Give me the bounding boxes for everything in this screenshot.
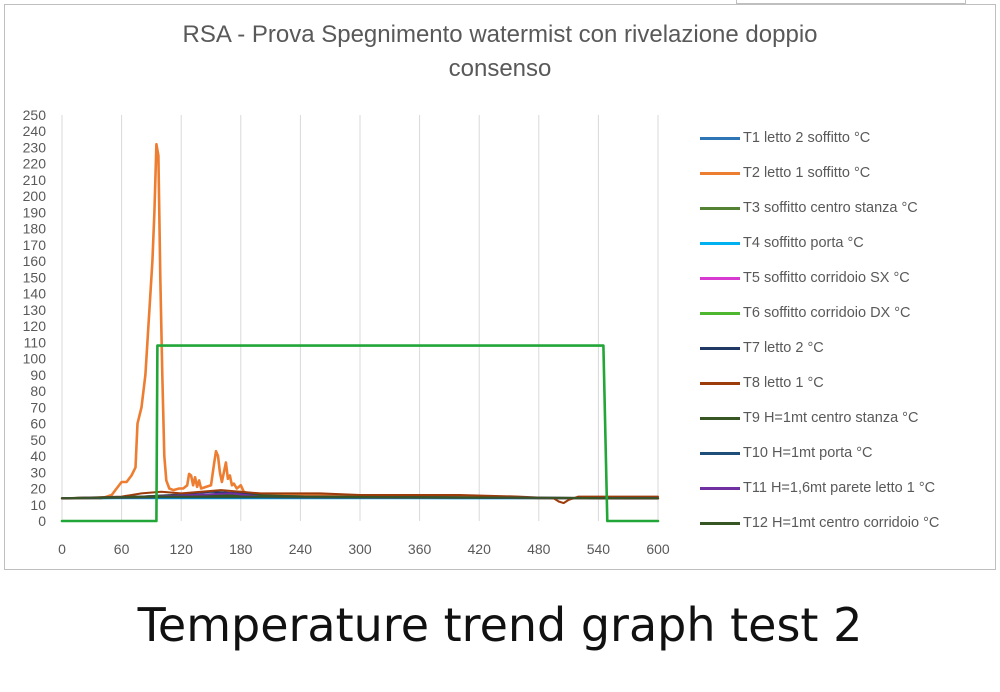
chart-title-line-1: RSA - Prova Spegnimento watermist con ri… xyxy=(182,21,818,48)
y-tick-label: 60 xyxy=(30,416,46,432)
legend-item: T10 H=1mt porta °C xyxy=(700,443,873,463)
legend-swatch xyxy=(700,241,740,245)
legend-label: T5 soffitto corridoio SX °C xyxy=(743,270,910,286)
y-tick-label: 10 xyxy=(30,497,46,513)
y-tick-label: 120 xyxy=(23,318,47,334)
y-tick-label: 180 xyxy=(23,221,47,237)
y-tick-label: 130 xyxy=(23,302,47,318)
x-tick-label: 540 xyxy=(587,541,611,557)
x-axis-ticks: 0 60 120 180 240 300 360 420 480 540 600 xyxy=(58,541,670,557)
x-tick-label: 240 xyxy=(289,541,313,557)
legend-item: T2 letto 1 soffitto °C xyxy=(700,163,870,183)
legend-item: T8 letto 1 °C xyxy=(700,373,824,393)
legend-item: T1 letto 2 soffitto °C xyxy=(700,128,870,148)
legend-label: T4 soffitto porta °C xyxy=(743,235,864,251)
y-tick-label: 80 xyxy=(30,383,46,399)
legend-swatch xyxy=(700,136,740,140)
x-tick-label: 360 xyxy=(408,541,432,557)
y-tick-label: 220 xyxy=(23,156,47,172)
legend-swatch xyxy=(700,381,740,385)
legend-label: T7 letto 2 °C xyxy=(743,340,824,356)
chart-title-line-2: consenso xyxy=(448,55,552,82)
chart-title: RSA - Prova Spegnimento watermist con ri… xyxy=(60,18,940,86)
y-tick-label: 40 xyxy=(30,448,46,464)
image-caption: Temperature trend graph test 2 xyxy=(137,598,863,652)
y-tick-label: 0 xyxy=(38,513,46,529)
y-tick-label: 20 xyxy=(30,481,46,497)
y-tick-label: 210 xyxy=(23,172,47,188)
x-tick-label: 420 xyxy=(468,541,492,557)
legend-item: T7 letto 2 °C xyxy=(700,338,824,358)
legend-item: T6 soffitto corridoio DX °C xyxy=(700,303,911,323)
x-tick-label: 300 xyxy=(348,541,372,557)
legend-item: T12 H=1mt centro corridoio °C xyxy=(700,513,939,533)
y-axis-ticks: 0102030405060708090100110120130140150160… xyxy=(23,107,47,529)
y-tick-label: 200 xyxy=(23,188,47,204)
legend-swatch xyxy=(700,451,740,455)
y-tick-label: 30 xyxy=(30,464,46,480)
y-tick-label: 240 xyxy=(23,123,47,139)
legend-label: T6 soffitto corridoio DX °C xyxy=(743,305,911,321)
x-tick-label: 180 xyxy=(229,541,253,557)
y-tick-label: 150 xyxy=(23,269,47,285)
y-tick-label: 170 xyxy=(23,237,47,253)
y-tick-label: 190 xyxy=(23,204,47,220)
legend-item: T11 H=1,6mt parete letto 1 °C xyxy=(700,478,935,498)
x-tick-label: 480 xyxy=(527,541,551,557)
legend-item: T3 soffitto centro stanza °C xyxy=(700,198,918,218)
y-tick-label: 250 xyxy=(23,107,47,123)
legend-swatch xyxy=(700,486,740,490)
y-tick-label: 70 xyxy=(30,399,46,415)
legend-label: T10 H=1mt porta °C xyxy=(743,445,873,461)
x-tick-label: 600 xyxy=(646,541,670,557)
chart-tab-edge xyxy=(736,0,966,4)
legend-swatch xyxy=(700,416,740,420)
series-lines xyxy=(60,142,660,523)
chart-frame xyxy=(4,4,996,570)
y-tick-label: 140 xyxy=(23,286,47,302)
x-tick-label: 0 xyxy=(58,541,66,557)
legend-swatch xyxy=(700,171,740,175)
legend-item: T4 soffitto porta °C xyxy=(700,233,864,253)
legend-label: T2 letto 1 soffitto °C xyxy=(743,165,871,181)
x-tick-label: 60 xyxy=(114,541,130,557)
legend-label: T3 soffitto centro stanza °C xyxy=(743,200,918,216)
y-tick-label: 160 xyxy=(23,253,47,269)
series-line-12 xyxy=(61,495,659,500)
x-tick-label: 120 xyxy=(170,541,194,557)
legend-label: T12 H=1mt centro corridoio °C xyxy=(743,515,940,531)
legend-label: T8 letto 1 °C xyxy=(743,375,824,391)
legend-label: T11 H=1,6mt parete letto 1 °C xyxy=(743,480,936,496)
legend-swatch xyxy=(700,346,740,350)
legend-item: T5 soffitto corridoio SX °C xyxy=(700,268,910,288)
grid-lines xyxy=(61,115,659,521)
legend-swatch xyxy=(700,206,740,210)
series-line-8 xyxy=(61,489,659,505)
legend-swatch xyxy=(700,311,740,315)
y-tick-label: 230 xyxy=(23,139,47,155)
legend-label: T1 letto 2 soffitto °C xyxy=(743,130,871,146)
y-tick-label: 90 xyxy=(30,367,46,383)
series-line-13 xyxy=(60,344,660,523)
legend-swatch xyxy=(700,276,740,280)
legend-swatch xyxy=(700,521,740,525)
legend-item: T9 H=1mt centro stanza °C xyxy=(700,408,918,428)
y-tick-label: 110 xyxy=(24,334,47,350)
legend-label: T9 H=1mt centro stanza °C xyxy=(743,410,919,426)
y-tick-label: 50 xyxy=(30,432,46,448)
y-tick-label: 100 xyxy=(23,351,47,367)
